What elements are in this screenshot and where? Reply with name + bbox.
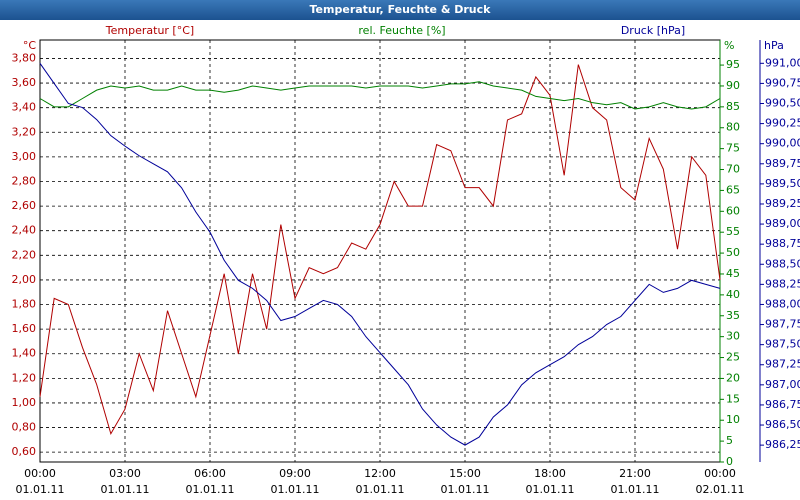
y2-axis-unit: % bbox=[724, 39, 734, 52]
x-tick-date: 01.01.11 bbox=[271, 483, 320, 496]
x-tick-label: 03:00 bbox=[109, 467, 141, 480]
y3-tick-label: 986,50 bbox=[765, 418, 800, 431]
y2-tick-label: 30 bbox=[726, 330, 740, 343]
y-tick-label: 2,00 bbox=[12, 273, 37, 286]
y2-tick-label: 45 bbox=[726, 267, 740, 280]
x-tick-label: 15:00 bbox=[449, 467, 481, 480]
y-tick-label: 1,80 bbox=[12, 298, 37, 311]
chart-title: Temperatur, Feuchte & Druck bbox=[310, 3, 492, 16]
x-tick-date: 01.01.11 bbox=[611, 483, 660, 496]
y2-tick-label: 10 bbox=[726, 413, 740, 426]
y3-tick-label: 986,25 bbox=[765, 438, 800, 451]
series-line bbox=[39, 63, 721, 446]
x-tick-date: 01.01.11 bbox=[186, 483, 235, 496]
x-tick-label: 21:00 bbox=[619, 467, 651, 480]
y2-tick-label: 95 bbox=[726, 58, 740, 71]
y2-tick-label: 25 bbox=[726, 351, 740, 364]
x-tick-date: 01.01.11 bbox=[356, 483, 405, 496]
y-tick-label: 1,00 bbox=[12, 396, 37, 409]
y2-tick-label: 5 bbox=[726, 434, 733, 447]
y2-tick-label: 85 bbox=[726, 100, 740, 113]
y3-tick-label: 989,75 bbox=[765, 157, 800, 170]
series-line bbox=[39, 64, 721, 435]
x-tick-label: 12:00 bbox=[364, 467, 396, 480]
y-axis-unit: °C bbox=[23, 39, 37, 52]
legend-label: Temperatur [°C] bbox=[105, 24, 194, 37]
y3-tick-label: 987,25 bbox=[765, 358, 800, 371]
x-tick-date: 01.01.11 bbox=[16, 483, 65, 496]
y3-tick-label: 988,00 bbox=[765, 297, 800, 310]
y3-tick-label: 987,00 bbox=[765, 378, 800, 391]
y-tick-label: 0,80 bbox=[12, 421, 37, 434]
x-tick-label: 00:00 bbox=[704, 467, 736, 480]
x-tick-label: 18:00 bbox=[534, 467, 566, 480]
y-tick-label: 3,60 bbox=[12, 76, 37, 89]
y-tick-label: 3,40 bbox=[12, 101, 37, 114]
y-tick-label: 0,60 bbox=[12, 445, 37, 458]
y2-tick-label: 20 bbox=[726, 371, 740, 384]
y3-tick-label: 989,00 bbox=[765, 217, 800, 230]
y3-axis-unit: hPa bbox=[764, 39, 784, 52]
legend-label: Druck [hPa] bbox=[621, 24, 685, 37]
y-tick-label: 2,20 bbox=[12, 248, 37, 261]
title-bar bbox=[0, 0, 800, 20]
y3-tick-label: 988,75 bbox=[765, 237, 800, 250]
y3-tick-label: 990,00 bbox=[765, 137, 800, 150]
y2-tick-label: 0 bbox=[726, 455, 733, 468]
y-tick-label: 3,80 bbox=[12, 51, 37, 64]
y3-tick-label: 988,50 bbox=[765, 257, 800, 270]
x-tick-date: 01.01.11 bbox=[101, 483, 150, 496]
y-tick-label: 1,20 bbox=[12, 371, 37, 384]
y3-tick-label: 990,75 bbox=[765, 76, 800, 89]
y3-tick-label: 989,50 bbox=[765, 177, 800, 190]
y3-tick-label: 986,75 bbox=[765, 398, 800, 411]
y2-tick-label: 35 bbox=[726, 309, 740, 322]
y-tick-label: 1,40 bbox=[12, 347, 37, 360]
y2-tick-label: 80 bbox=[726, 121, 740, 134]
y-tick-label: 3,00 bbox=[12, 150, 37, 163]
x-tick-label: 06:00 bbox=[194, 467, 226, 480]
y3-tick-label: 991,00 bbox=[765, 56, 800, 69]
x-tick-label: 00:00 bbox=[24, 467, 56, 480]
y2-tick-label: 60 bbox=[726, 204, 740, 217]
y-tick-label: 2,40 bbox=[12, 224, 37, 237]
legend-label: rel. Feuchte [%] bbox=[358, 24, 445, 37]
y2-tick-label: 50 bbox=[726, 246, 740, 259]
y-tick-label: 1,60 bbox=[12, 322, 37, 335]
y2-tick-label: 65 bbox=[726, 183, 740, 196]
y2-tick-label: 90 bbox=[726, 79, 740, 92]
y-tick-label: 2,80 bbox=[12, 174, 37, 187]
x-tick-label: 09:00 bbox=[279, 467, 311, 480]
y2-tick-label: 75 bbox=[726, 142, 740, 155]
y3-tick-label: 987,50 bbox=[765, 338, 800, 351]
y3-tick-label: 988,25 bbox=[765, 277, 800, 290]
y2-tick-label: 55 bbox=[726, 225, 740, 238]
y2-tick-label: 40 bbox=[726, 288, 740, 301]
y2-tick-label: 15 bbox=[726, 392, 740, 405]
y-tick-label: 3,20 bbox=[12, 125, 37, 138]
x-tick-date: 02.01.11 bbox=[696, 483, 745, 496]
y3-tick-label: 989,25 bbox=[765, 197, 800, 210]
x-tick-date: 01.01.11 bbox=[526, 483, 575, 496]
y-tick-label: 2,60 bbox=[12, 199, 37, 212]
y3-tick-label: 990,25 bbox=[765, 117, 800, 130]
y2-tick-label: 70 bbox=[726, 163, 740, 176]
y3-tick-label: 990,50 bbox=[765, 97, 800, 110]
y3-tick-label: 987,75 bbox=[765, 318, 800, 331]
x-tick-date: 01.01.11 bbox=[441, 483, 490, 496]
series-line bbox=[39, 81, 721, 110]
